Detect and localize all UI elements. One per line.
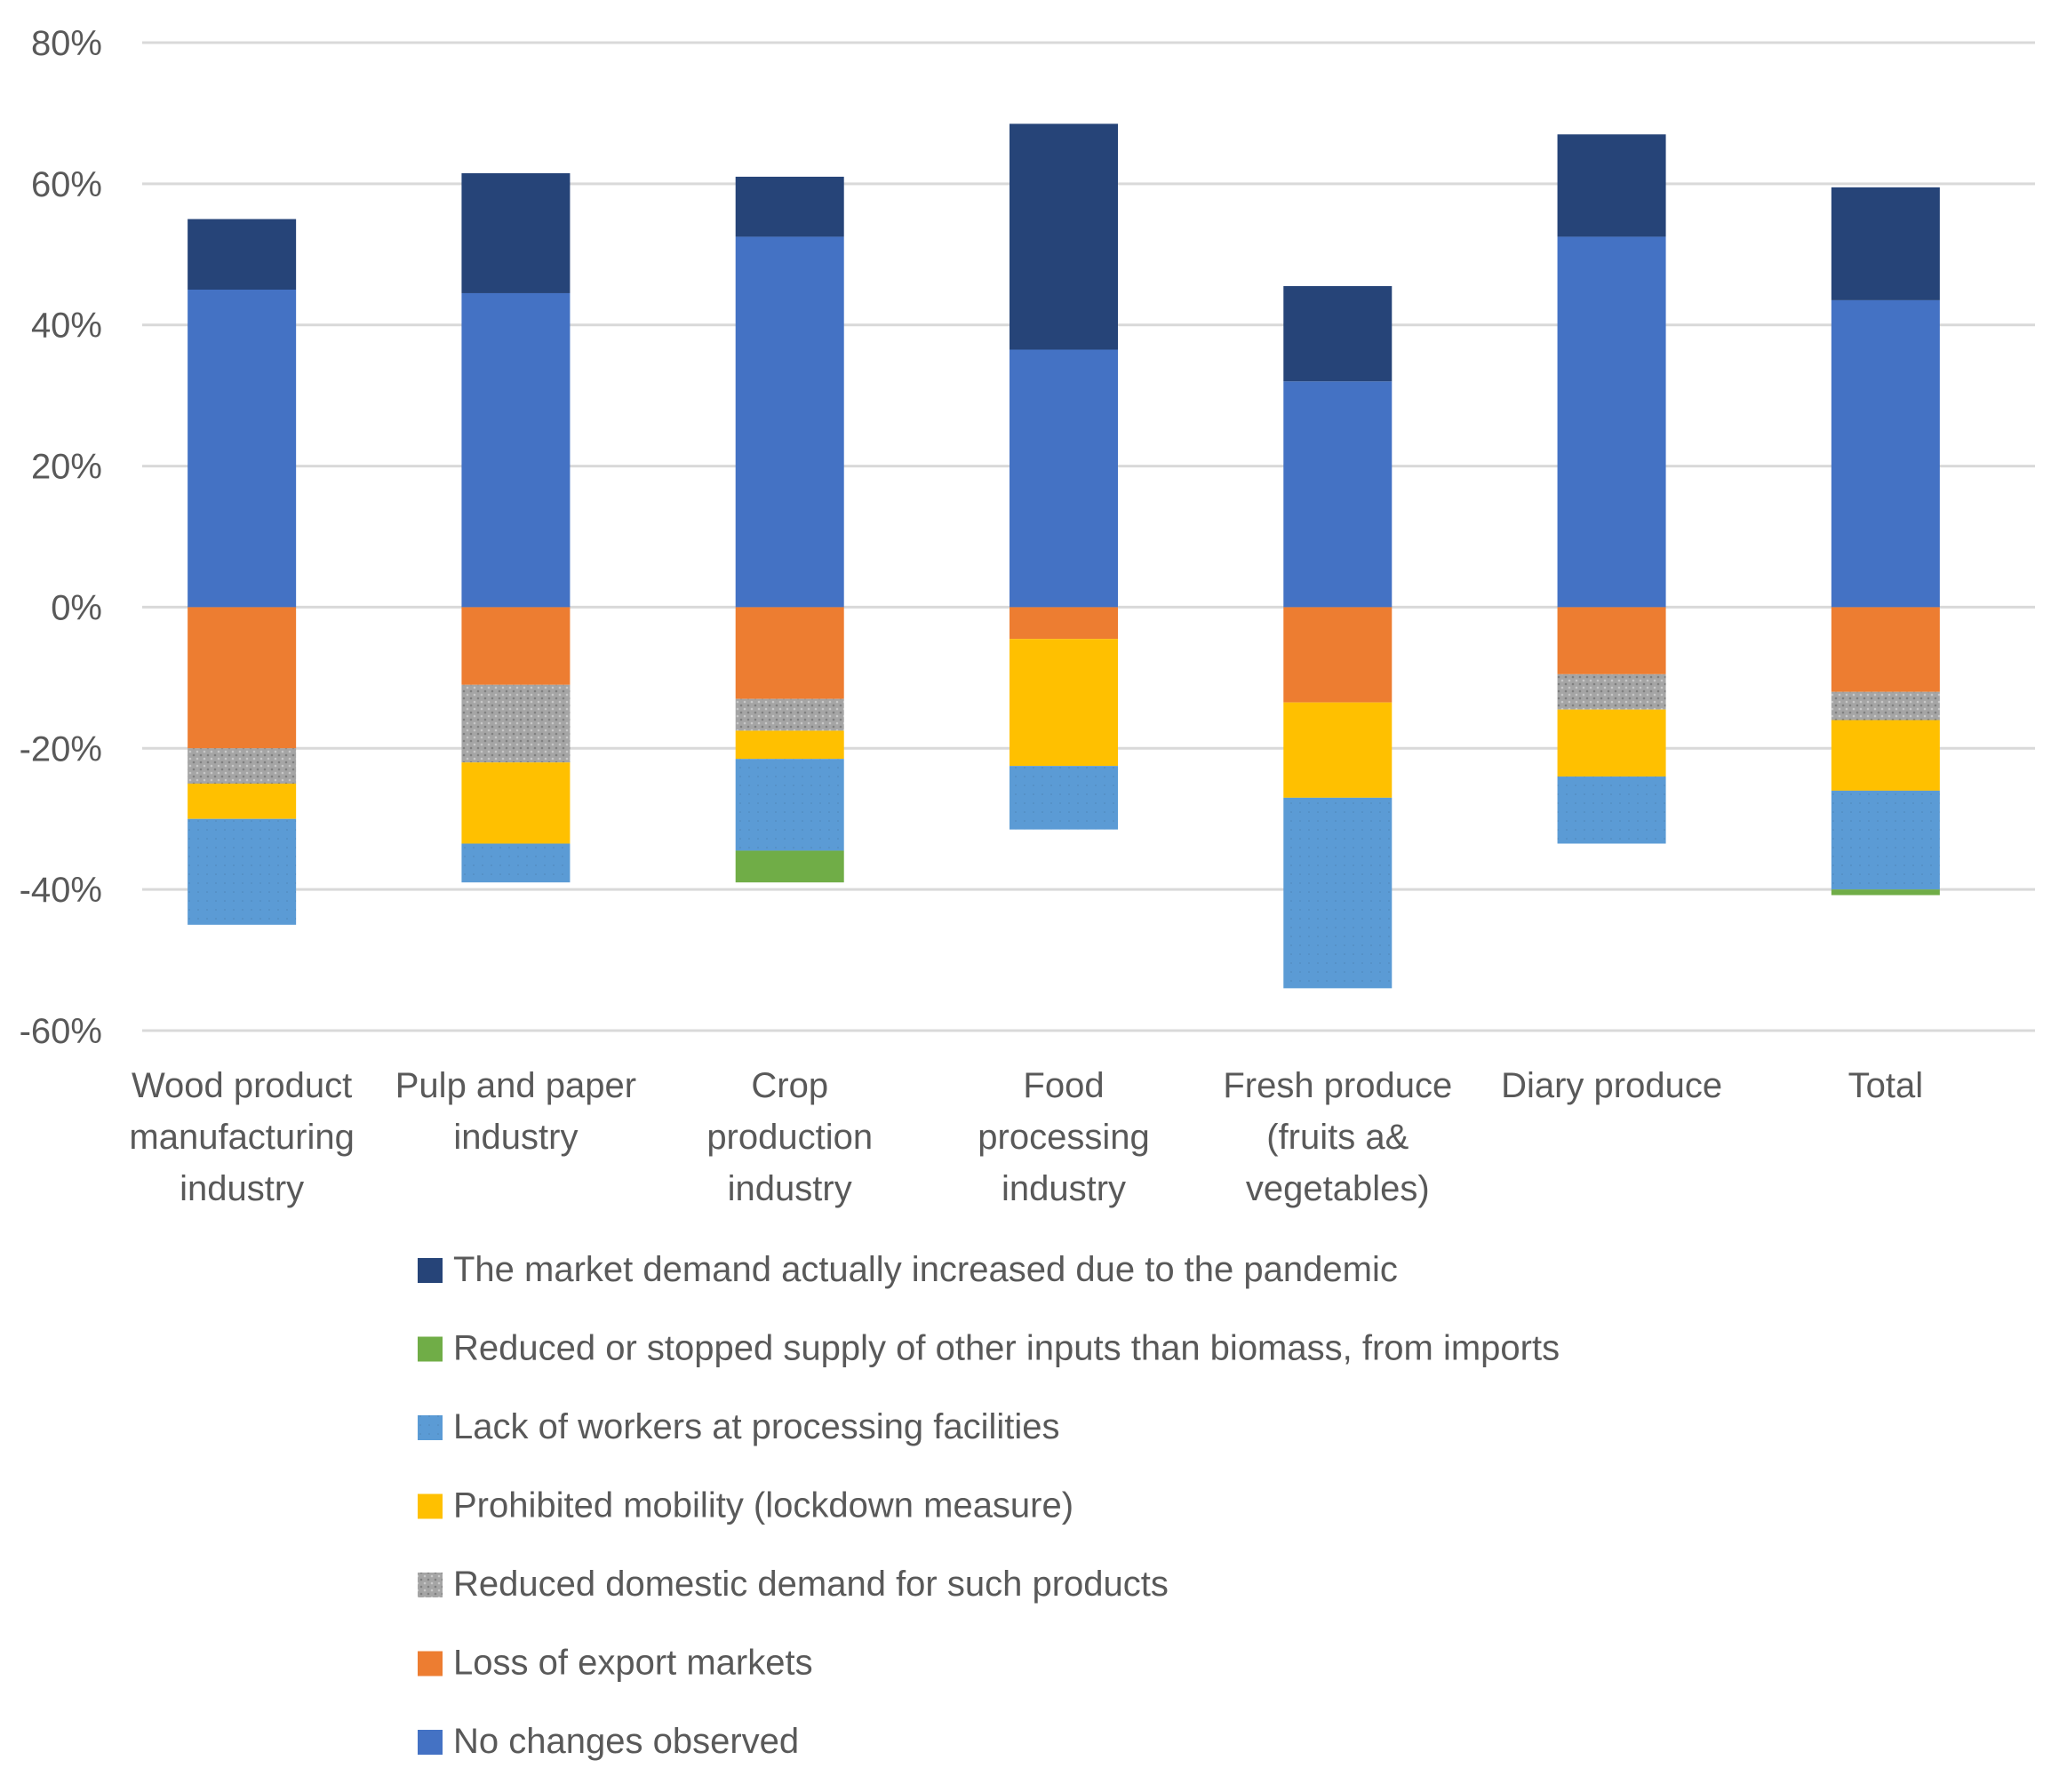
bar-lack-of-workers-at-processing-facilities — [1557, 777, 1666, 844]
legend-label-the-market-demand-actually-increased-due-to-the-pandemic: The market demand actually increased due… — [453, 1250, 1398, 1289]
legend-label-lack-of-workers-at-processing-facilities: Lack of workers at processing facilities — [453, 1407, 1060, 1446]
bar-the-market-demand-actually-increased-due-to-the-pandemic — [735, 176, 844, 237]
legend-label-reduced-or-stopped-supply-of-other-inputs-than-biomass-from-imports: Reduced or stopped supply of other input… — [453, 1329, 1560, 1368]
bar-reduced-domestic-demand-for-such-products — [188, 748, 297, 784]
legend-swatch-lack-of-workers-at-processing-facilities — [418, 1415, 443, 1440]
x-category-label: Wood product — [132, 1066, 352, 1105]
bar-lack-of-workers-at-processing-facilities — [1010, 766, 1118, 830]
bar-the-market-demand-actually-increased-due-to-the-pandemic — [1557, 134, 1666, 237]
legend-swatch-reduced-domestic-demand-for-such-products — [418, 1573, 443, 1597]
legend-swatch-prohibited-mobility-lockdown-measure — [418, 1493, 443, 1519]
x-category-label: Pulp and paper — [395, 1066, 636, 1105]
bar-no-changes-observed — [188, 290, 297, 608]
y-tick-label: -40% — [20, 871, 102, 910]
bar-prohibited-mobility-lockdown-measure — [461, 762, 571, 844]
bar-loss-of-export-markets — [1831, 607, 1940, 692]
bar-loss-of-export-markets — [461, 607, 571, 685]
y-tick-label: 40% — [31, 307, 102, 346]
legend-swatch-reduced-or-stopped-supply-of-other-inputs-than-biomass-from-imports — [418, 1336, 443, 1362]
y-axis-ticks: 80% 60% 40% 20% 0% -20% -40% -60% — [20, 24, 102, 1051]
x-category-label: Crop — [751, 1066, 828, 1105]
legend: The market demand actually increased due… — [418, 1250, 1560, 1761]
bar-no-changes-observed — [1010, 349, 1118, 608]
bar-no-changes-observed — [1831, 299, 1940, 608]
bar-reduced-domestic-demand-for-such-products — [1557, 673, 1666, 710]
legend-swatch-loss-of-export-markets — [418, 1651, 443, 1677]
x-category-label: Food — [1023, 1066, 1104, 1105]
x-category-label: processing — [978, 1118, 1149, 1157]
bar-the-market-demand-actually-increased-due-to-the-pandemic — [461, 172, 571, 293]
bar-loss-of-export-markets — [1557, 607, 1666, 674]
x-category-label: Fresh produce — [1223, 1066, 1452, 1105]
bar-prohibited-mobility-lockdown-measure — [1010, 639, 1118, 767]
bar-prohibited-mobility-lockdown-measure — [1283, 702, 1393, 798]
bar-prohibited-mobility-lockdown-measure — [1831, 720, 1940, 791]
bar-lack-of-workers-at-processing-facilities — [1831, 790, 1940, 890]
bar-prohibited-mobility-lockdown-measure — [1557, 709, 1666, 777]
y-tick-label: -60% — [20, 1012, 102, 1051]
y-tick-label: 60% — [31, 165, 102, 204]
bar-loss-of-export-markets — [1283, 607, 1393, 703]
bar-reduced-domestic-demand-for-such-products — [461, 684, 571, 763]
bar-loss-of-export-markets — [188, 607, 297, 749]
legend-label-reduced-domestic-demand-for-such-products: Reduced domestic demand for such product… — [453, 1565, 1169, 1604]
y-tick-label: 20% — [31, 448, 102, 487]
legend-label-no-changes-observed: No changes observed — [453, 1722, 799, 1761]
x-axis-labels: Wood product manufacturing industry Pulp an… — [129, 1066, 1923, 1208]
bar-reduced-or-stopped-supply-of-other-inputs-than-biomass-from-imports — [1831, 889, 1940, 896]
bar-reduced-domestic-demand-for-such-products — [735, 698, 844, 731]
y-tick-label: 0% — [51, 588, 102, 627]
bar-lack-of-workers-at-processing-facilities — [735, 759, 844, 851]
bar-reduced-or-stopped-supply-of-other-inputs-than-biomass-from-imports — [735, 850, 844, 883]
x-category-label: industry — [180, 1169, 304, 1208]
legend-swatch-no-changes-observed — [418, 1730, 443, 1755]
bar-prohibited-mobility-lockdown-measure — [188, 784, 297, 819]
bar-no-changes-observed — [735, 236, 844, 608]
x-category-label: industry — [453, 1118, 578, 1157]
bar-loss-of-export-markets — [1010, 607, 1118, 640]
bar-no-changes-observed — [1557, 236, 1666, 608]
y-tick-label: -20% — [20, 729, 102, 769]
bar-the-market-demand-actually-increased-due-to-the-pandemic — [1010, 123, 1118, 350]
x-category-label: production — [706, 1118, 873, 1157]
x-category-label: industry — [1002, 1169, 1126, 1208]
x-category-label: vegetables) — [1246, 1169, 1430, 1208]
bar-the-market-demand-actually-increased-due-to-the-pandemic — [1283, 286, 1393, 382]
legend-swatch-the-market-demand-actually-increased-due-to-the-pandemic — [418, 1258, 443, 1283]
bars — [188, 123, 1940, 989]
bar-no-changes-observed — [461, 292, 571, 608]
x-category-label: manufacturing — [129, 1118, 354, 1157]
y-tick-label: 80% — [31, 24, 102, 63]
legend-label-prohibited-mobility-lockdown-measure: Prohibited mobility (lockdown measure) — [453, 1486, 1073, 1525]
bar-lack-of-workers-at-processing-facilities — [1283, 797, 1393, 989]
bar-the-market-demand-actually-increased-due-to-the-pandemic — [1831, 187, 1940, 300]
bar-the-market-demand-actually-increased-due-to-the-pandemic — [188, 219, 297, 290]
x-category-label: Total — [1848, 1066, 1924, 1105]
bar-lack-of-workers-at-processing-facilities — [461, 843, 571, 883]
bar-reduced-domestic-demand-for-such-products — [1831, 691, 1940, 721]
x-category-label: (fruits a& — [1266, 1118, 1409, 1157]
bar-loss-of-export-markets — [735, 607, 844, 699]
bar-lack-of-workers-at-processing-facilities — [188, 818, 297, 925]
x-category-label: industry — [728, 1169, 852, 1208]
bar-no-changes-observed — [1283, 381, 1393, 608]
bar-prohibited-mobility-lockdown-measure — [735, 730, 844, 760]
legend-label-loss-of-export-markets: Loss of export markets — [453, 1644, 813, 1683]
x-category-label: Diary produce — [1501, 1066, 1722, 1105]
